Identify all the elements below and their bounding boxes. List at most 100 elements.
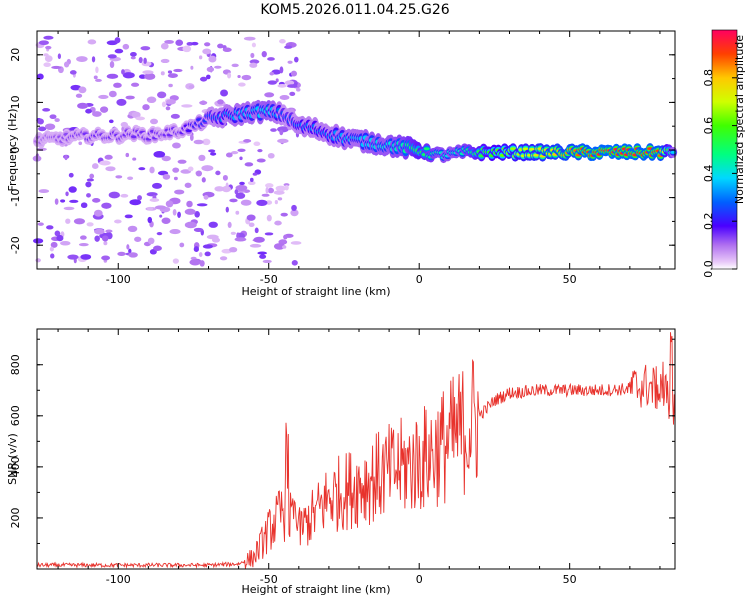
spectrogram-noise-blob [45, 45, 52, 50]
spectrogram-noise-blob [177, 211, 181, 218]
spectrogram-noise-blob [234, 189, 239, 195]
spectrogram-noise-blob [280, 212, 288, 217]
spectrogram-noise-blob [78, 141, 83, 146]
spectrogram-ridge-core [533, 153, 540, 157]
spectrogram-noise-blob [220, 89, 229, 97]
snr-xtick-label: 0 [416, 573, 423, 586]
spectrogram-frame [36, 30, 676, 270]
figure-title: KOM5.2026.011.04.25.G26 [260, 2, 449, 18]
spectrogram-noise-blob [189, 134, 194, 141]
spectrogram-noise-blob [131, 82, 140, 87]
spectrogram-noise-blob [177, 159, 187, 164]
spectrogram-noise-blob [164, 39, 174, 44]
spectrogram-noise-blob [265, 186, 269, 194]
spectrogram-noise-blob [247, 181, 256, 186]
colorbar-tick-label: 0.6 [702, 117, 715, 135]
spectrogram-noise-blob [146, 96, 157, 104]
spectrogram-noise-blob [257, 251, 267, 255]
spectrogram-noise-blob [262, 259, 272, 264]
spectrogram-noise-blob [266, 214, 272, 222]
snr-xtick-label: -100 [106, 573, 131, 586]
spectrogram-noise-blob [160, 58, 170, 64]
spectrogram-noise-blob [135, 116, 146, 121]
spectrogram-noise-blob [199, 76, 208, 82]
spectrogram-noise-blob [57, 53, 61, 60]
spectrogram-noise-blob [67, 254, 79, 260]
spectrogram-ridge-core [522, 147, 529, 151]
colorbar-tick-label: 0.8 [702, 69, 715, 87]
spectrogram-noise-blob [184, 208, 196, 215]
spectrogram-noise-blob [208, 221, 218, 228]
spectrogram-noise-blob [235, 192, 246, 199]
spectrogram-noise-blob [142, 104, 150, 111]
spectrogram-noise-blob [156, 231, 163, 236]
spectrogram-noise-blob [284, 185, 289, 191]
spectrogram-xtick-label: -50 [260, 273, 278, 286]
spectrogram-noise-blob [35, 258, 41, 263]
spectrogram-noise-blob [153, 150, 166, 158]
spectrogram-noise-blob [287, 60, 293, 64]
spectrogram-noise-blob [270, 128, 277, 132]
spectrogram-noise-blob [98, 94, 109, 100]
spectrogram-noise-blob [284, 80, 295, 86]
spectrogram-noise-blob [274, 220, 282, 226]
spectrogram-noise-blob [267, 152, 275, 159]
spectrogram-noise-blob [37, 118, 44, 125]
spectrogram-noise-blob [56, 234, 64, 242]
spectrogram-noise-blob [214, 186, 225, 192]
spectrogram-noise-blob [269, 71, 275, 76]
spectrogram-noise-blob [289, 91, 296, 96]
spectrogram-noise-blob [202, 48, 212, 55]
spectrogram-noise-blob [198, 55, 203, 60]
spectrogram-noise-blob [80, 254, 92, 260]
spectrogram-noise-blob [33, 238, 44, 244]
spectrogram-noise-blob [115, 175, 123, 179]
spectrogram-noise-blob [138, 56, 143, 64]
spectrogram-noise-blob [199, 260, 205, 267]
colorbar-tick-label: 0.4 [702, 165, 715, 183]
spectrogram-noise-blob [208, 149, 216, 153]
spectrogram-noise-blob [50, 241, 58, 248]
spectrogram-noise-blob [234, 237, 247, 242]
spectrogram-noise-blob [80, 202, 88, 209]
spectrogram-noise-blob [43, 53, 49, 57]
spectrogram-xtick-label: 0 [416, 273, 423, 286]
spectrogram-noise-blob [114, 48, 124, 54]
spectrogram-noise-blob [172, 142, 181, 149]
spectrogram-noise-blob [214, 65, 222, 69]
spectrogram-noise-blob [101, 202, 112, 209]
spectrogram-noise-blob [253, 141, 261, 146]
spectrogram-noise-blob [114, 37, 121, 44]
spectrogram-noise-blob [142, 70, 154, 75]
spectrogram-noise-blob [167, 70, 173, 74]
spectrogram-noise-blob [65, 191, 69, 197]
snr-ticks: -100 -50 0 50 200 400 600 800 [9, 329, 675, 586]
spectrogram-noise-blob [173, 68, 183, 73]
spectrogram-noise-blob [184, 182, 192, 188]
spectrogram-noise-blob [229, 246, 238, 253]
snr-xtick-label: 50 [563, 573, 577, 586]
spectrogram-noise-blob [244, 162, 254, 167]
spectrogram-noise-blob [149, 198, 160, 202]
spectrogram-noise-blob [294, 56, 299, 63]
spectrogram-noise-blob [172, 209, 177, 216]
colorbar-ticks: 0.0 0.2 0.4 0.6 0.8 [702, 69, 737, 278]
spectrogram-noise-blob [92, 198, 101, 203]
spectrogram-noise-blob [261, 50, 267, 58]
spectrogram-noise-blob [181, 104, 193, 108]
spectrogram-y-label: Frequency (Hz) [6, 109, 19, 192]
spectrogram-noise-blob [243, 139, 252, 143]
spectrogram-noise-blob [78, 243, 89, 247]
snr-frame [36, 328, 676, 570]
spectrogram-noise-blob [153, 245, 162, 251]
spectrogram-xtick-label: -100 [106, 273, 131, 286]
spectrogram-noise-blob [113, 82, 122, 88]
spectrogram-noise-blob [256, 199, 268, 206]
spectrogram-noise-blob [122, 72, 135, 79]
spectrogram-noise-blob [227, 221, 232, 228]
spectrogram-noise-blob [95, 78, 102, 82]
spectrogram-noise-blob [225, 206, 229, 213]
spectrogram-data [32, 35, 678, 267]
spectrogram-noise-blob [194, 211, 200, 218]
spectrogram-noise-blob [221, 185, 231, 193]
